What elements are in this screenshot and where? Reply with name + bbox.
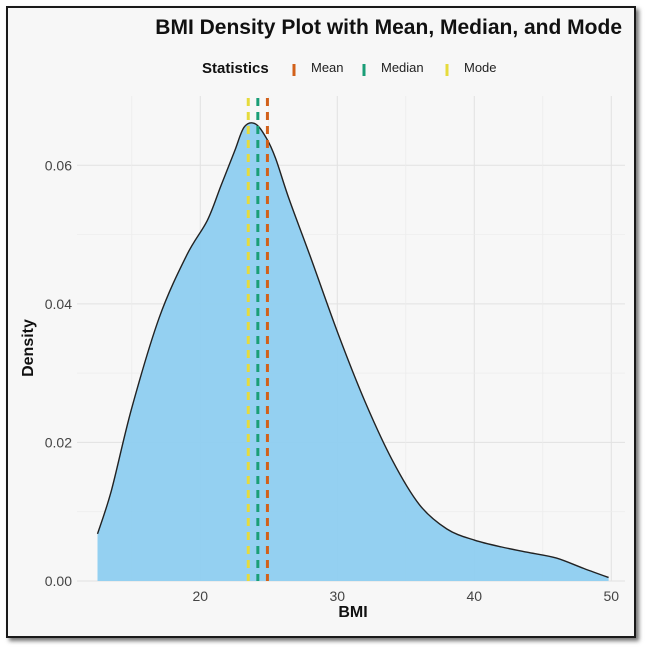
legend-title: Statistics — [202, 60, 269, 77]
y-tick-label: 0.02 — [45, 434, 72, 450]
x-tick-label: 40 — [467, 588, 483, 604]
mean-legend-label: Mean — [311, 60, 344, 75]
y-tick-label: 0.04 — [45, 296, 72, 312]
y-tick-label: 0.00 — [45, 573, 72, 589]
legend: Statistics Mean Median Mode — [202, 60, 497, 77]
axis-ticks: 20 30 40 50 0.00 0.02 0.04 0.06 — [45, 157, 620, 604]
x-tick-label: 20 — [193, 588, 209, 604]
density-chart: 20 30 40 50 0.00 0.02 0.04 0.06 BMI Density Plo… — [20, 16, 625, 621]
chart-frame: 20 30 40 50 0.00 0.02 0.04 0.06 BMI Density Plo… — [6, 6, 636, 638]
y-tick-label: 0.06 — [45, 157, 72, 173]
x-axis-title: BMI — [338, 604, 367, 621]
density-line — [96, 122, 609, 579]
x-tick-label: 30 — [330, 588, 346, 604]
reference-lines — [246, 98, 269, 581]
mode-legend-label: Mode — [464, 60, 497, 75]
x-tick-label: 50 — [604, 588, 620, 604]
y-axis-title: Density — [20, 319, 37, 377]
density-area — [97, 122, 609, 581]
legend-items: Mean Median Mode — [292, 60, 497, 76]
chart-title: BMI Density Plot with Mean, Median, and … — [155, 16, 622, 39]
median-legend-label: Median — [381, 60, 424, 75]
